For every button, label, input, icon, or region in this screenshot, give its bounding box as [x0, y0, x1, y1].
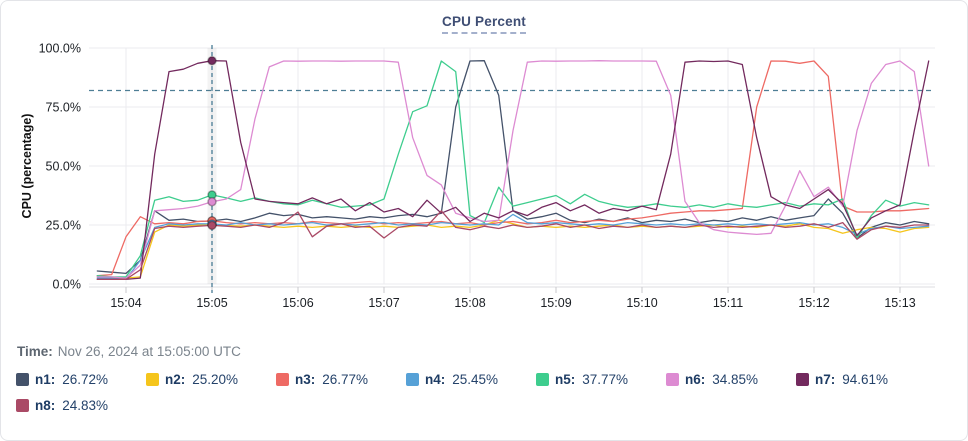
legend-label-n5: n5: — [555, 372, 576, 387]
series-line-n2[interactable] — [96, 219, 930, 279]
x-axis-labels: 15:04 15:05 15:06 15:07 15:08 15:09 15:10 15:11… — [110, 296, 915, 310]
legend-label-n7: n7: — [815, 372, 836, 387]
x-tick-label: 15:13 — [884, 296, 915, 310]
x-axis — [89, 286, 935, 293]
legend-item-n5[interactable]: n5: 37.77% — [536, 372, 639, 387]
legend-swatch-n5 — [536, 373, 549, 386]
chart-header: CPU Percent — [1, 13, 967, 34]
legend-label-n6: n6: — [685, 372, 706, 387]
legend-swatch-n3 — [276, 373, 289, 386]
legend-item-n6[interactable]: n6: 34.85% — [666, 372, 769, 387]
y-axis-title: CPU (percentage) — [20, 114, 34, 219]
legend-item-n7[interactable]: n7: 94.61% — [796, 372, 899, 387]
legend-value-n5: 37.77% — [582, 372, 629, 387]
legend-item-n2[interactable]: n2: 25.20% — [146, 372, 249, 387]
legend-label-n1: n1: — [35, 372, 56, 387]
legend-swatch-n2 — [146, 373, 159, 386]
series-line-n6[interactable] — [96, 60, 930, 279]
legend-value-n6: 34.85% — [712, 372, 759, 387]
x-tick-label: 15:05 — [196, 296, 227, 310]
legend-value-n2: 25.20% — [192, 372, 239, 387]
series-line-n7[interactable] — [96, 60, 930, 280]
legend-swatch-n7 — [796, 373, 809, 386]
legend-swatch-n1 — [16, 373, 29, 386]
y-tick-label: 0.0% — [53, 278, 82, 292]
chart-title[interactable]: CPU Percent — [442, 14, 526, 34]
x-tick-label: 15:04 — [110, 296, 141, 310]
x-tick-label: 15:12 — [798, 296, 829, 310]
series-line-n1[interactable] — [96, 60, 930, 275]
legend-value-n8: 24.83% — [62, 398, 109, 413]
x-tick-label: 15:07 — [368, 296, 399, 310]
y-tick-label: 100.0% — [39, 42, 81, 56]
legend-item-n8[interactable]: n8: 24.83% — [16, 398, 119, 413]
chart-legend: n1: 26.72% n2: 25.20% n3: 26.77% n4: 25.45% n5: 3… — [16, 372, 951, 413]
legend-value-n4: 25.45% — [452, 372, 499, 387]
series-line-n3[interactable] — [96, 60, 930, 277]
legend-swatch-n4 — [406, 373, 419, 386]
x-tick-label: 15:11 — [713, 296, 743, 310]
legend-label-n3: n3: — [295, 372, 316, 387]
legend-label-n8: n8: — [35, 398, 56, 413]
legend-label-n2: n2: — [165, 372, 186, 387]
crosshair-time-row: Time: Nov 26, 2024 at 15:05:00 UTC — [17, 344, 241, 359]
y-tick-label: 75.0% — [46, 101, 81, 115]
time-label: Time: — [17, 344, 53, 359]
x-tick-label: 15:06 — [282, 296, 313, 310]
y-tick-label: 25.0% — [46, 219, 81, 233]
legend-item-n1[interactable]: n1: 26.72% — [16, 372, 119, 387]
legend-item-n4[interactable]: n4: 25.45% — [406, 372, 509, 387]
legend-swatch-n8 — [16, 399, 29, 412]
x-tick-label: 15:08 — [454, 296, 485, 310]
y-tick-label: 50.0% — [46, 160, 81, 174]
x-tick-label: 15:09 — [540, 296, 571, 310]
crosshair-markers — [207, 55, 217, 231]
cpu-percent-chart[interactable]: 0.0% 25.0% 50.0% 75.0% 100.0% 15:04 15:05 15:06… — [1, 1, 967, 321]
legend-swatch-n6 — [666, 373, 679, 386]
marker-n7 — [207, 55, 217, 66]
series-line-n8[interactable] — [96, 210, 930, 280]
legend-value-n7: 94.61% — [842, 372, 889, 387]
time-value: Nov 26, 2024 at 15:05:00 UTC — [57, 344, 241, 359]
marker-n6 — [207, 197, 217, 207]
series-lines — [96, 60, 930, 280]
series-line-n4[interactable] — [96, 213, 930, 280]
legend-value-n3: 26.77% — [322, 372, 369, 387]
x-tick-label: 15:10 — [626, 296, 657, 310]
legend-value-n1: 26.72% — [62, 372, 109, 387]
legend-item-n3[interactable]: n3: 26.77% — [276, 372, 379, 387]
legend-label-n4: n4: — [425, 372, 446, 387]
y-axis-labels: 0.0% 25.0% 50.0% 75.0% 100.0% — [39, 42, 81, 292]
series-line-n5[interactable] — [96, 60, 930, 278]
marker-n8 — [207, 220, 217, 231]
